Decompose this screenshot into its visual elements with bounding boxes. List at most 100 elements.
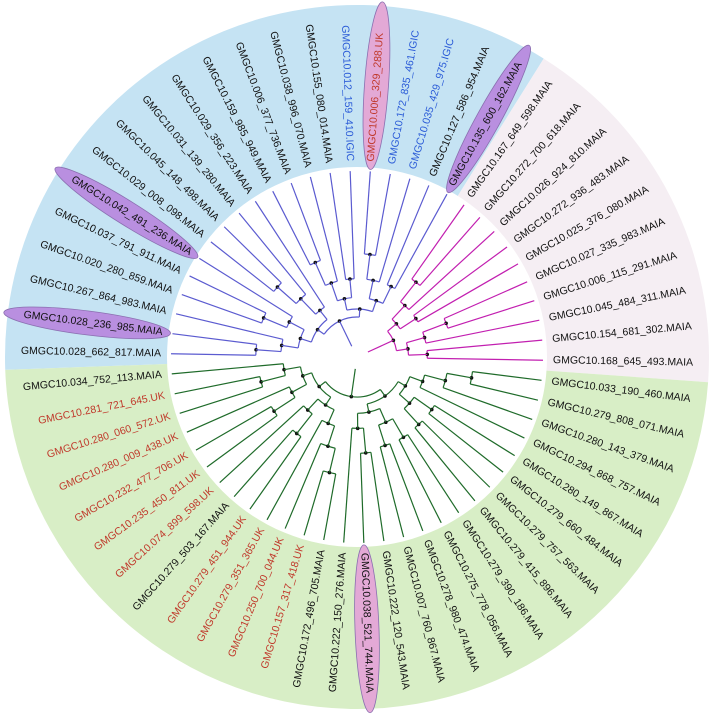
branch (421, 420, 491, 488)
branch (426, 339, 543, 352)
label-highlight (446, 44, 531, 194)
branch (186, 386, 290, 433)
branch (408, 231, 495, 311)
branch (283, 366, 301, 371)
branch (254, 200, 325, 308)
branch (370, 452, 385, 542)
branch (290, 182, 322, 261)
branch (398, 393, 410, 404)
branch (472, 371, 542, 381)
branch (179, 386, 263, 414)
branch (427, 357, 543, 361)
branch (256, 349, 282, 353)
branch (327, 409, 335, 424)
branch (382, 286, 392, 304)
branch (172, 333, 257, 345)
branch (417, 263, 519, 323)
branch (273, 396, 296, 412)
label-highlight (3, 306, 171, 340)
branch (379, 446, 405, 538)
root-branch (367, 339, 394, 353)
branch (411, 204, 465, 280)
branch (289, 321, 305, 331)
branch (329, 172, 347, 280)
label-highlight (362, 1, 391, 170)
branch (318, 381, 326, 388)
branch (434, 404, 515, 457)
branch (386, 185, 430, 286)
branch (223, 226, 282, 284)
branch (314, 262, 326, 286)
branch (277, 286, 297, 304)
branch (387, 323, 397, 332)
branch (371, 300, 377, 312)
branch (249, 436, 302, 510)
branch (419, 216, 481, 286)
node (367, 410, 371, 414)
branch (443, 281, 528, 320)
branch (260, 374, 286, 383)
label-highlight (354, 544, 380, 714)
branch (171, 363, 284, 375)
branch (343, 298, 348, 311)
node (371, 278, 375, 283)
label-highlight (54, 166, 199, 259)
branch (378, 178, 411, 283)
branch (392, 418, 404, 438)
branch (263, 317, 287, 329)
leaf-label: GMGC10.038_521_744.MAIA (358, 553, 375, 693)
branch (396, 348, 408, 352)
branch (219, 405, 305, 483)
branch (328, 448, 336, 473)
branch (379, 408, 387, 423)
branch (398, 439, 442, 524)
branch (409, 376, 423, 382)
branch (413, 246, 508, 316)
root-branch (350, 368, 356, 397)
branch (323, 473, 337, 541)
branch (309, 176, 338, 282)
leaf-label: GMGC10.028_662_817.MAIA (21, 345, 161, 359)
branch (359, 453, 365, 543)
branch (174, 376, 261, 395)
branch (425, 319, 540, 344)
branch (303, 470, 324, 536)
branch (319, 310, 328, 320)
branch (406, 336, 425, 344)
branch (238, 212, 307, 295)
branch (343, 428, 353, 543)
branch (181, 293, 262, 324)
branch (374, 173, 391, 256)
branch (327, 425, 336, 447)
inner-circle (167, 167, 547, 547)
branch (442, 387, 533, 421)
branch (233, 429, 294, 498)
node (406, 347, 410, 351)
node (349, 394, 354, 399)
node (469, 376, 474, 380)
branch (413, 396, 433, 411)
branch (419, 386, 525, 439)
branch (394, 193, 448, 289)
branch (307, 398, 319, 411)
branch (366, 254, 371, 280)
branch (302, 372, 312, 377)
branch (446, 372, 472, 379)
branch (368, 280, 374, 299)
branch (470, 383, 539, 401)
branch (403, 408, 420, 425)
branch (284, 443, 322, 529)
branch (422, 322, 447, 333)
branch (189, 275, 267, 314)
branch (447, 300, 535, 329)
branch (399, 318, 417, 330)
branch (391, 305, 406, 320)
branch (281, 344, 299, 349)
branch (171, 353, 256, 356)
branch (206, 415, 278, 468)
branch (210, 241, 275, 292)
branch (407, 434, 460, 514)
branch (397, 381, 406, 387)
branch (414, 427, 476, 502)
